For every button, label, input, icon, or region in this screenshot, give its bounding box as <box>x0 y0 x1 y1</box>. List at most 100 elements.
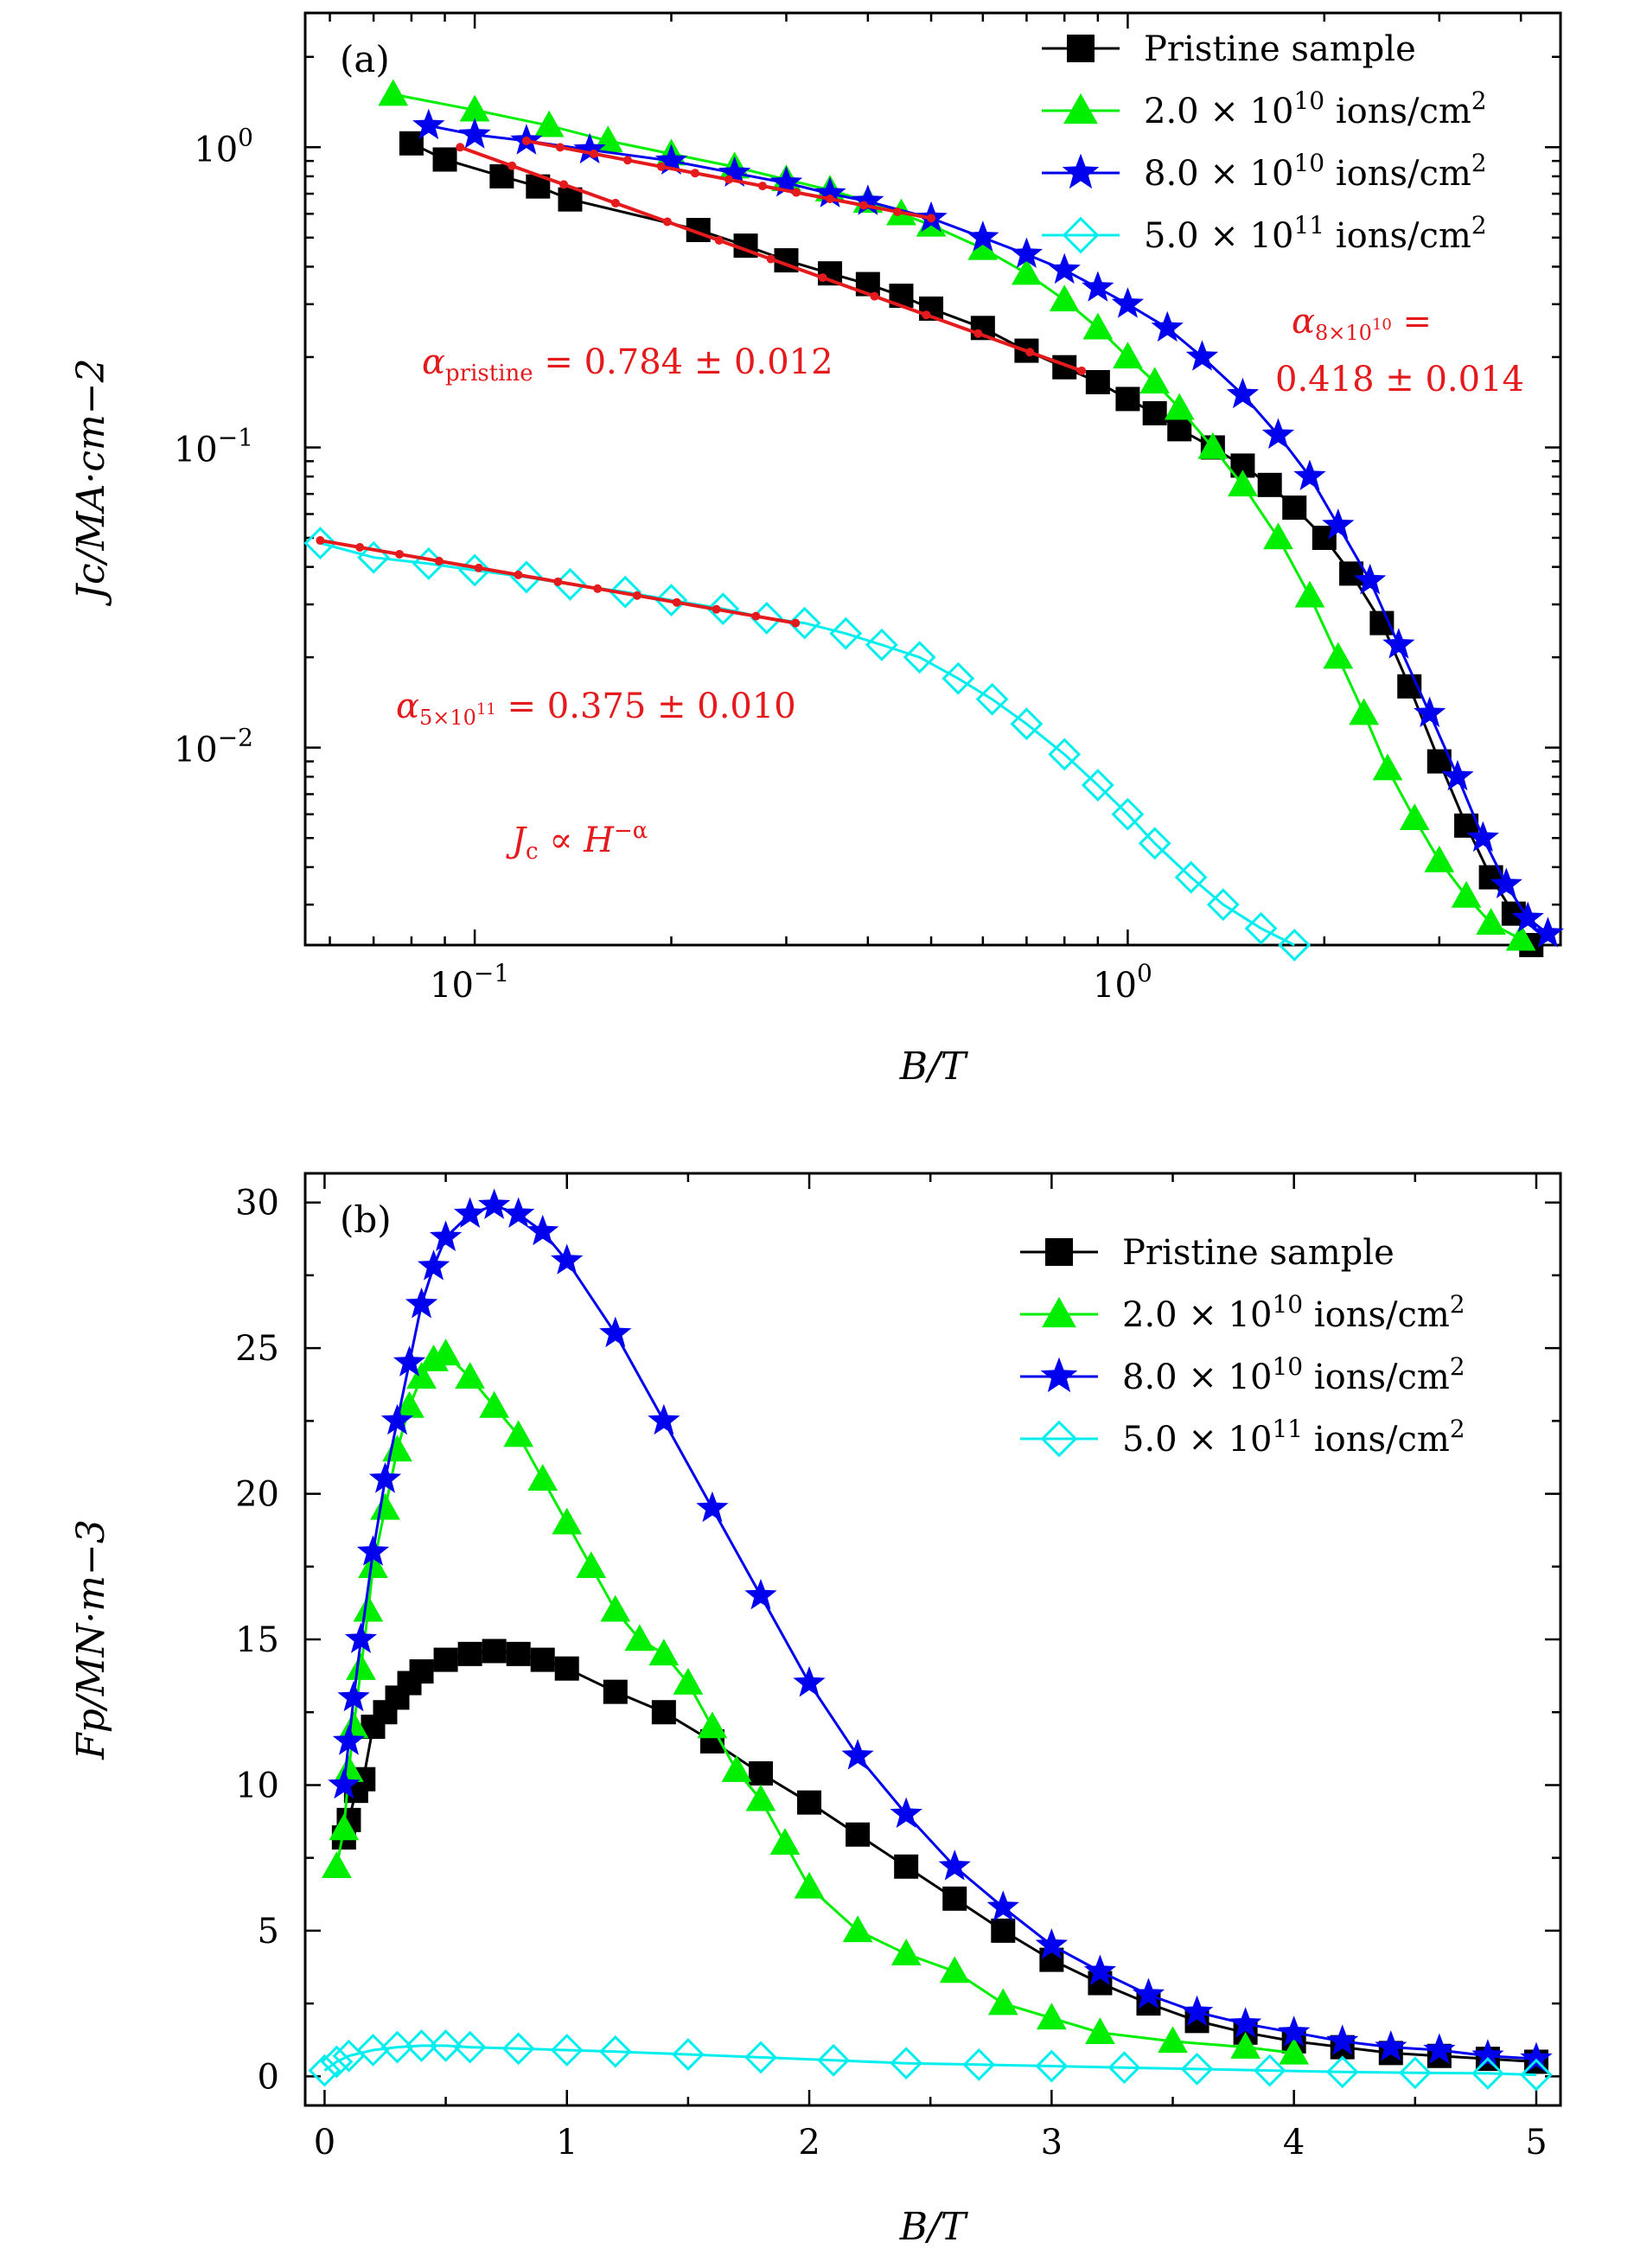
data-point <box>1375 2030 1407 2061</box>
data-point <box>417 1249 450 1281</box>
fit-point <box>1077 366 1087 375</box>
data-point <box>797 1790 822 1815</box>
panel-a-x-axis-label: B/T <box>899 1045 969 1089</box>
data-point <box>1278 2016 1311 2047</box>
legend-label: 8.0 × 1010 ions/cm2 <box>1122 1352 1465 1397</box>
data-point <box>308 2054 341 2087</box>
data-point <box>769 1828 801 1856</box>
series-line <box>342 1649 1537 2063</box>
data-point <box>429 2029 463 2062</box>
data-point <box>1414 696 1446 727</box>
data-point <box>603 1679 628 1704</box>
data-point <box>829 617 863 650</box>
data-point <box>455 1362 485 1390</box>
data-point <box>744 1578 777 1610</box>
data-point <box>399 131 424 156</box>
data-point <box>353 1594 384 1622</box>
fit-point <box>818 273 827 283</box>
fit-point <box>859 201 869 210</box>
data-point <box>967 220 999 252</box>
data-point <box>1399 803 1430 831</box>
data-point <box>406 1362 437 1390</box>
data-point <box>1167 417 1192 442</box>
series-line <box>320 541 1295 947</box>
data-point <box>744 2041 777 2074</box>
data-point <box>457 1641 482 1666</box>
data-point <box>814 176 846 208</box>
data-point <box>393 1345 426 1377</box>
legend-label: 2.0 × 1010 ions/cm2 <box>1144 86 1487 131</box>
legend-item-pristine-sample: Pristine sample <box>1020 1233 1395 1273</box>
fit-line-2 <box>316 536 801 628</box>
data-point <box>841 1739 874 1770</box>
data-point <box>939 1956 970 1984</box>
data-point <box>432 147 457 172</box>
fit-point <box>593 584 603 593</box>
data-point <box>962 2048 996 2081</box>
data-point <box>551 1243 584 1275</box>
data-point <box>794 1871 825 1899</box>
x-tick-label: 100 <box>1093 959 1152 1006</box>
data-point <box>1531 917 1565 948</box>
data-point <box>1282 495 1307 521</box>
data-point <box>1111 797 1145 831</box>
fit-point <box>656 162 666 171</box>
fit-point <box>553 577 563 586</box>
data-point <box>671 2038 705 2071</box>
data-point <box>846 1822 871 1847</box>
data-point <box>1349 698 1379 725</box>
y-tick-label: 0 <box>258 2057 279 2097</box>
fit-point <box>973 329 983 338</box>
data-point <box>527 1464 558 1491</box>
data-point <box>1520 2041 1553 2073</box>
data-point <box>1083 1954 1117 1985</box>
panel-b-y-axis-label: Fp/MN·m−3 <box>69 1519 113 1760</box>
x-tick-label: 2 <box>798 2123 820 2163</box>
series-pristine-sample <box>331 1639 1548 2074</box>
data-point <box>533 110 565 137</box>
y-tick-label: 10−1 <box>174 423 253 470</box>
data-point <box>1185 340 1219 371</box>
data-point <box>1279 2037 1310 2065</box>
x-tick-label: 4 <box>1283 2123 1305 2163</box>
data-point <box>1278 929 1312 962</box>
data-point <box>1372 753 1403 781</box>
data-point <box>337 1680 370 1712</box>
data-point <box>1398 2056 1432 2090</box>
legend-marker <box>1040 1357 1078 1393</box>
panel-b-ticks <box>305 1173 1561 2105</box>
legend-item-8-0-1010-ions-cm2: 8.0 × 1010 ions/cm2 <box>1042 149 1487 194</box>
y-tick-label: 100 <box>194 123 253 169</box>
data-point <box>405 2029 438 2062</box>
legend-marker <box>1067 35 1095 62</box>
data-point <box>890 1797 922 1828</box>
data-point <box>573 132 606 164</box>
panel-b-tag: (b) <box>340 1198 392 1241</box>
data-point <box>370 1492 400 1520</box>
data-point <box>991 1918 1016 1943</box>
x-tick-label: 0 <box>314 2123 335 2163</box>
data-point <box>1085 2017 1115 2045</box>
data-point <box>1257 472 1282 497</box>
x-tick-label: 1 <box>556 2123 578 2163</box>
data-point <box>1082 312 1114 340</box>
data-point <box>320 2045 354 2079</box>
data-point <box>1229 2007 1262 2038</box>
data-point <box>600 1594 631 1622</box>
data-point <box>1326 2024 1359 2055</box>
data-point <box>1253 2054 1286 2087</box>
legend-item-pristine-sample: Pristine sample <box>1042 29 1416 69</box>
x-tick-label: 10−1 <box>430 959 509 1006</box>
data-point <box>478 1188 511 1219</box>
data-point <box>852 184 884 215</box>
fit-point <box>610 198 620 208</box>
data-point <box>673 1667 704 1695</box>
data-point <box>1476 908 1506 936</box>
data-point <box>1035 2049 1069 2083</box>
fit-point <box>690 169 699 178</box>
data-point <box>453 1197 487 1229</box>
fit-point <box>555 143 565 152</box>
data-point <box>1244 911 1278 945</box>
y-tick-label: 30 <box>235 1184 279 1223</box>
